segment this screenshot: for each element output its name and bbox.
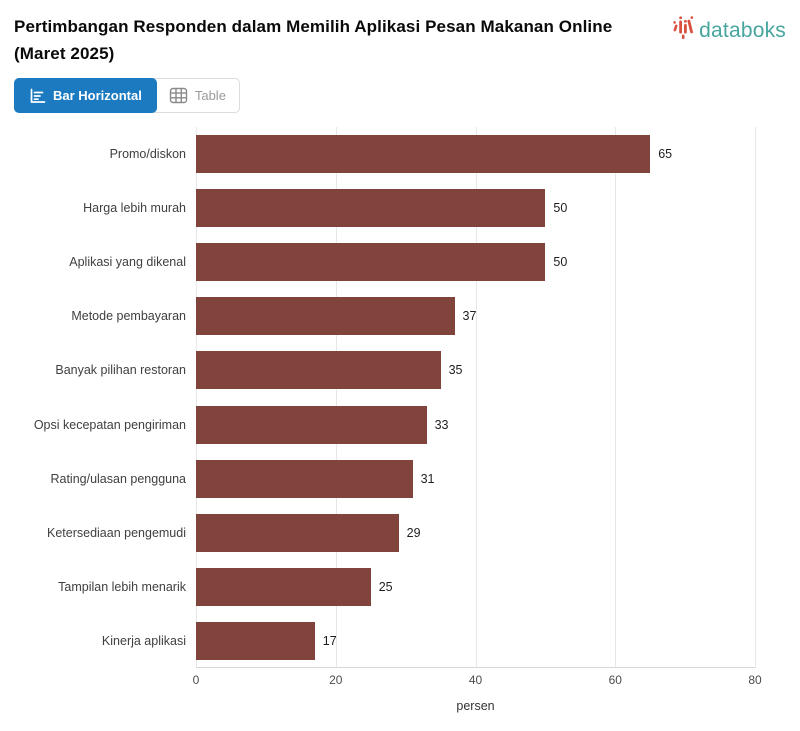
bar-chart: Promo/diskon 65 Harga lebih murah 50 Aplikas… [34,127,762,713]
bar-row: Promo/diskon 65 [110,127,755,181]
value-label: 65 [658,147,673,162]
category-label: Metode pembayaran [71,309,186,324]
category-label: Ketersediaan pengemudi [47,525,186,540]
x-axis-ticks: 0 20 40 60 80 [192,673,762,693]
x-tick-label: 40 [468,673,483,687]
bar[interactable] [196,135,651,174]
value-label: 35 [448,363,463,378]
bar-row: Kinerja aplikasi 17 [102,614,755,668]
bar[interactable] [196,513,399,552]
bar[interactable] [196,243,546,282]
bar[interactable] [196,405,427,444]
value-label: 50 [553,201,568,216]
tab-table[interactable]: Table [156,79,239,112]
bar[interactable] [196,297,455,336]
x-axis-line [196,667,755,668]
bar[interactable] [196,351,441,390]
bar[interactable] [196,459,413,498]
page-title: Pertimbangan Responden dalam Memilih Apl… [14,17,613,63]
gridline [615,127,617,668]
bar-row: Aplikasi yang dikenal 50 [69,235,755,289]
category-label: Tampilan lebih menarik [58,579,186,594]
category-label: Aplikasi yang dikenal [69,255,186,270]
bar-row: Tampilan lebih menarik 25 [58,560,755,614]
bar-row: Harga lebih murah 50 [83,181,755,235]
bar-row: Rating/ulasan pengguna 31 [50,452,755,506]
bar-horizontal-icon [29,88,46,104]
header: Pertimbangan Responden dalam Memilih Apl… [0,0,800,67]
gridline [755,127,756,668]
tab-table-label: Table [194,88,226,103]
bar-rows: Promo/diskon 65 Harga lebih murah 50 Aplikas… [34,127,755,668]
databoks-logo-icon [672,15,696,46]
x-tick-label: 0 [192,673,200,687]
x-axis-label: persen [456,699,495,713]
view-toggle: Bar Horizontal Table [14,78,240,113]
x-tick-label: 60 [608,673,622,687]
databoks-logo[interactable]: databoks [672,13,786,46]
tab-bar-horizontal[interactable]: Bar Horizontal [14,78,157,113]
value-label: 33 [434,417,449,432]
category-label: Kinerja aplikasi [101,633,186,648]
category-label: Banyak pilihan restoran [55,363,186,378]
databoks-logo-text: databoks [699,18,786,42]
value-label: 37 [462,309,477,324]
gridline [475,127,477,668]
value-label: 31 [420,471,435,486]
value-label: 17 [322,633,337,648]
bar-row: Opsi kecepatan pengiriman 33 [34,397,755,451]
bar-row: Ketersediaan pengemudi 29 [47,506,755,560]
bar[interactable] [196,621,315,660]
value-label: 25 [378,579,393,594]
plot-area: Promo/diskon 65 Harga lebih murah 50 Aplikas… [34,127,756,668]
category-label: Opsi kecepatan pengiriman [33,417,186,432]
value-label: 29 [406,525,421,540]
x-tick-label: 80 [748,673,762,687]
gridline [196,127,197,668]
table-icon [169,87,188,104]
bar[interactable] [196,567,371,606]
tab-bar-horizontal-label: Bar Horizontal [53,88,142,103]
category-label: Promo/diskon [109,147,186,162]
category-label: Harga lebih murah [83,201,186,216]
category-label: Rating/ulasan pengguna [50,471,186,486]
bar-row: Banyak pilihan restoran 35 [55,343,755,397]
value-label: 50 [553,255,568,270]
gridline [335,127,337,668]
bar[interactable] [196,189,546,228]
bar-row: Metode pembayaran 37 [71,289,755,343]
x-tick-label: 20 [329,673,343,687]
